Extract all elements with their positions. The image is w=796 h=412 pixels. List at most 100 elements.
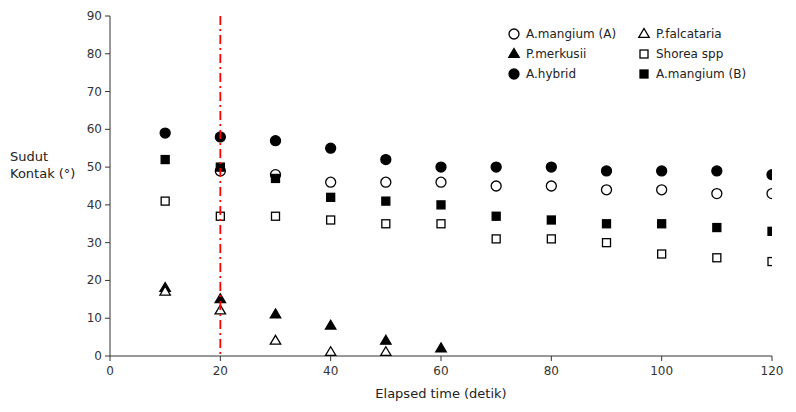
point [272, 174, 280, 182]
y-axis-label: SudutKontak (°) [10, 149, 75, 181]
y-tick-label: 30 [87, 236, 102, 250]
x-tick [441, 356, 442, 361]
x-tick [110, 356, 111, 361]
point [547, 216, 555, 224]
legend-label: A.mangium (A) [526, 27, 616, 41]
point [327, 216, 335, 224]
plot-area [160, 16, 772, 356]
point [491, 181, 501, 191]
point [491, 162, 501, 172]
point [492, 212, 500, 220]
x-tick [661, 356, 662, 361]
point [713, 254, 721, 262]
point [270, 335, 280, 344]
y-tick-label: 80 [87, 47, 102, 61]
y-tick-label: 10 [87, 311, 102, 325]
x-tick-label: 80 [544, 364, 559, 378]
legend-item: Shorea spp [640, 47, 723, 61]
x-tick-label: 20 [213, 364, 228, 378]
point [712, 166, 722, 176]
point [713, 224, 721, 232]
point [492, 235, 500, 243]
legend-item: A.mangium (A) [509, 27, 616, 41]
legend-item: P.merkusii [509, 47, 587, 61]
point [768, 258, 772, 266]
x-tick-label: 60 [433, 364, 448, 378]
point [436, 343, 446, 352]
legend: A.mangium (A)P.merkusiiA.hybridP.falcata… [509, 27, 746, 81]
legend-marker [509, 49, 519, 58]
y-tick-label: 60 [87, 122, 102, 136]
legend-marker [640, 70, 648, 78]
background [0, 0, 796, 412]
legend-label: P.merkusii [526, 47, 586, 61]
x-tick-label: 120 [761, 364, 784, 378]
point [768, 227, 772, 235]
point [381, 347, 391, 356]
point [326, 177, 336, 187]
series [160, 283, 446, 352]
y-tick [105, 129, 110, 130]
point [547, 235, 555, 243]
y-tick [105, 91, 110, 92]
point [325, 320, 335, 329]
point [436, 177, 446, 187]
point [381, 335, 391, 344]
y-tick-label: 50 [87, 160, 102, 174]
y-tick-label: 70 [87, 85, 102, 99]
point [382, 220, 390, 228]
legend-marker [640, 50, 648, 58]
point [272, 212, 280, 220]
point [160, 128, 170, 138]
y-tick [105, 204, 110, 205]
point [436, 162, 446, 172]
y-tick-label: 40 [87, 198, 102, 212]
point [546, 181, 556, 191]
y-axis-line [110, 16, 111, 356]
point [161, 197, 169, 205]
point [712, 189, 722, 199]
legend-item: A.hybrid [509, 67, 576, 81]
point [658, 220, 666, 228]
point [603, 220, 611, 228]
y-tick-label: 0 [94, 349, 102, 363]
x-tick-label: 100 [650, 364, 673, 378]
y-tick [105, 280, 110, 281]
y-tick [105, 242, 110, 243]
legend-marker [509, 69, 519, 79]
axes: 0204060801001200102030405060708090 [87, 9, 784, 378]
x-tick [330, 356, 331, 361]
series [160, 286, 391, 355]
legend-label: A.mangium (B) [656, 67, 746, 81]
series [160, 128, 772, 180]
point [657, 185, 667, 195]
point [437, 220, 445, 228]
point [602, 166, 612, 176]
x-tick-label: 40 [323, 364, 338, 378]
chart: 0204060801001200102030405060708090Elapse… [0, 0, 796, 412]
series [161, 156, 772, 236]
legend-marker [509, 29, 519, 39]
point [602, 185, 612, 195]
x-axis-label: Elapsed time (detik) [375, 386, 506, 401]
point [658, 250, 666, 258]
legend-label: Shorea spp [656, 47, 723, 61]
point [327, 193, 335, 201]
reference-line [219, 16, 221, 356]
y-tick-label: 90 [87, 9, 102, 23]
x-tick-label: 0 [106, 364, 114, 378]
legend-item: A.mangium (B) [640, 67, 746, 81]
point [437, 201, 445, 209]
y-tick [105, 318, 110, 319]
point [326, 143, 336, 153]
point [767, 189, 772, 199]
point [271, 136, 281, 146]
y-tick [105, 16, 110, 17]
point [381, 177, 391, 187]
x-tick [220, 356, 221, 361]
point [657, 166, 667, 176]
point [270, 309, 280, 318]
point [161, 156, 169, 164]
y-tick [105, 53, 110, 54]
point [767, 170, 772, 180]
